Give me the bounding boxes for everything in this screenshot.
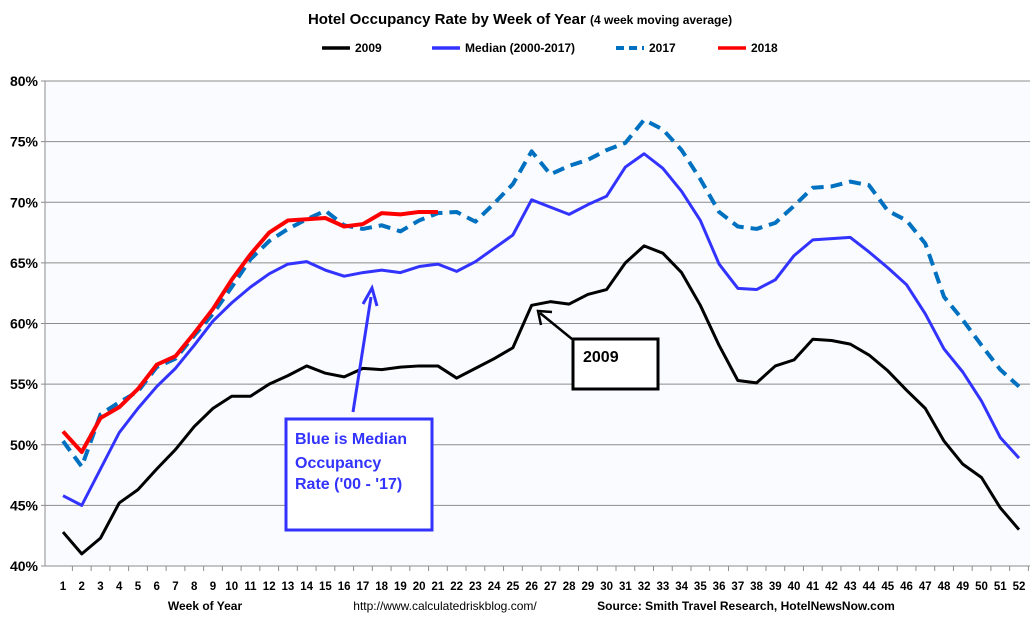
2009-annotation-box bbox=[571, 337, 660, 391]
x-tick-label: 21 bbox=[432, 581, 445, 593]
series-line-2018 bbox=[61, 209, 438, 455]
x-tick-label: 23 bbox=[469, 581, 482, 593]
x-tick-label: 34 bbox=[675, 581, 688, 593]
legend-label: Median (2000-2017) bbox=[465, 41, 575, 55]
x-tick-label: 37 bbox=[731, 581, 744, 593]
x-tick-label: 6 bbox=[154, 581, 160, 593]
x-tick-label: 11 bbox=[244, 581, 257, 593]
x-tick-label: 20 bbox=[413, 581, 426, 593]
arrow-head-icon bbox=[536, 309, 553, 326]
series-line-2017 bbox=[61, 117, 1021, 469]
x-tick-label: 33 bbox=[656, 581, 669, 593]
x-tick-label: 42 bbox=[825, 581, 838, 593]
x-tick-label: 13 bbox=[282, 581, 295, 593]
x-tick-label: 47 bbox=[919, 581, 932, 593]
gridlines bbox=[41, 80, 1030, 567]
x-tick-label: 7 bbox=[172, 581, 178, 593]
x-tick-label: 14 bbox=[300, 581, 313, 593]
x-tick-label: 28 bbox=[563, 581, 576, 593]
x-tick-label: 35 bbox=[694, 581, 707, 593]
x-tick-label: 25 bbox=[506, 581, 519, 593]
x-axis-ticks: 1 2 3 4 5 6 7 8 9 10 11 12 13 14 15 16 17 18 19 20 21 22 23 24 2… bbox=[60, 566, 1029, 593]
y-tick-label: 50% bbox=[10, 437, 39, 453]
legend-label: 2009 bbox=[355, 41, 382, 55]
x-tick-label: 31 bbox=[619, 581, 632, 593]
median-annotation-text: Rate ('00 - '17) bbox=[295, 476, 402, 493]
x-tick-label: 52 bbox=[1013, 581, 1026, 593]
x-tick-label: 30 bbox=[600, 581, 613, 593]
median-annotation-text: Blue is Median bbox=[295, 431, 407, 448]
x-tick-label: 19 bbox=[394, 581, 407, 593]
x-tick-label: 51 bbox=[994, 581, 1007, 593]
x-tick-label: 44 bbox=[863, 581, 876, 593]
legend-label: 2018 bbox=[751, 41, 778, 55]
x-tick-label: 10 bbox=[225, 581, 238, 593]
x-tick-label: 43 bbox=[844, 581, 857, 593]
x-tick-label: 27 bbox=[544, 581, 557, 593]
x-tick-label: 17 bbox=[357, 581, 370, 593]
x-tick-label: 15 bbox=[319, 581, 332, 593]
x-tick-label: 4 bbox=[116, 581, 123, 593]
x-tick-label: 12 bbox=[263, 581, 276, 593]
y-tick-label: 65% bbox=[10, 255, 39, 271]
y-tick-label: 75% bbox=[10, 134, 39, 150]
series-lines bbox=[61, 117, 1021, 556]
x-tick-label: 2 bbox=[79, 581, 85, 593]
footer-url: http://www.calculatedriskblog.com/ bbox=[353, 599, 537, 613]
x-tick-label: 49 bbox=[956, 581, 969, 593]
y-tick-label: 40% bbox=[10, 558, 39, 574]
x-tick-label: 38 bbox=[750, 581, 763, 593]
x-tick-label: 26 bbox=[525, 581, 538, 593]
series-line-2009 bbox=[61, 244, 1021, 556]
x-tick-label: 50 bbox=[975, 581, 988, 593]
2009-annotation-arrow bbox=[539, 312, 573, 340]
arrow-head-icon bbox=[361, 284, 379, 307]
x-tick-label: 16 bbox=[338, 581, 351, 593]
median-annotation-text: Occupancy bbox=[295, 455, 381, 472]
legend-label: 2017 bbox=[649, 41, 676, 55]
series-line-median-2000-2017- bbox=[62, 152, 1021, 507]
x-tick-label: 45 bbox=[881, 581, 894, 593]
x-tick-label: 36 bbox=[713, 581, 726, 593]
x-tick-label: 48 bbox=[938, 581, 951, 593]
x-tick-label: 32 bbox=[638, 581, 651, 593]
x-tick-label: 46 bbox=[900, 581, 913, 593]
x-tick-label: 41 bbox=[806, 581, 819, 593]
median-annotation-box bbox=[284, 417, 434, 532]
x-tick-label: 5 bbox=[135, 581, 142, 593]
x-tick-label: 18 bbox=[375, 581, 388, 593]
2009-annotation-text: 2009 bbox=[583, 349, 619, 366]
x-tick-label: 3 bbox=[97, 581, 103, 593]
y-axis-ticks: 40% 45% 50% 55% 60% 65% 70% 75% 80% bbox=[10, 73, 39, 574]
y-tick-label: 60% bbox=[10, 316, 39, 332]
x-tick-label: 24 bbox=[488, 581, 501, 593]
x-tick-label: 39 bbox=[769, 581, 782, 593]
legend: 2009 Median (2000-2017) 2017 2018 bbox=[322, 41, 778, 55]
y-tick-label: 80% bbox=[10, 73, 39, 89]
chart-title: Hotel Occupancy Rate by Week of Year (4 … bbox=[308, 11, 732, 28]
y-tick-label: 55% bbox=[10, 376, 39, 392]
x-tick-label: 40 bbox=[788, 581, 801, 593]
annotations: Blue is Median Occupancy Rate ('00 - '17) 2… bbox=[284, 284, 660, 532]
y-tick-label: 45% bbox=[10, 497, 39, 513]
median-annotation-arrow bbox=[351, 296, 373, 413]
x-axis-label: Week of Year bbox=[168, 599, 243, 613]
y-tick-label: 70% bbox=[10, 194, 39, 210]
x-tick-label: 8 bbox=[191, 581, 198, 593]
footer-source: Source: Smith Travel Research, HotelNews… bbox=[597, 599, 895, 613]
x-tick-label: 22 bbox=[450, 581, 463, 593]
x-tick-label: 29 bbox=[581, 581, 594, 593]
x-tick-label: 1 bbox=[60, 581, 67, 593]
x-tick-label: 9 bbox=[210, 581, 216, 593]
